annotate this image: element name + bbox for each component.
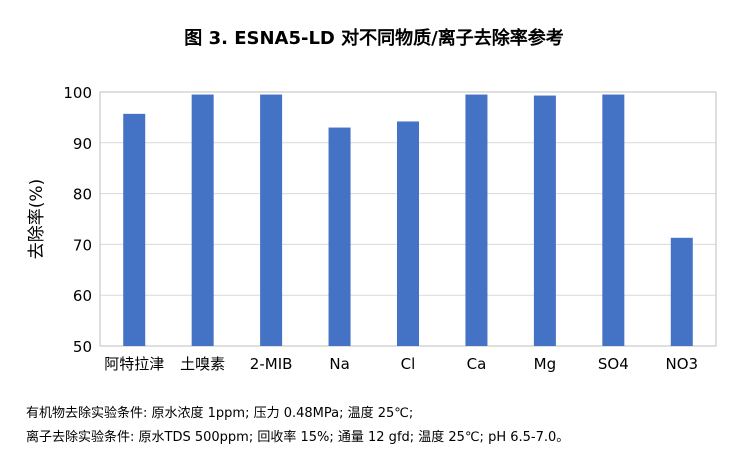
organic-test-conditions: 有机物去除实验条件: 原水浓度 1ppm; 压力 0.48MPa; 温度 25℃… [26,406,414,421]
chart-title: 图 3. ESNA5-LD 对不同物质/离子去除率参考 [184,28,564,49]
bar-Ca [465,94,488,346]
experiment-notes: 有机物去除实验条件: 原水浓度 1ppm; 压力 0.48MPa; 温度 25℃… [26,402,569,450]
y-tick-label: 60 [73,287,92,305]
ion-test-conditions: 离子去除实验条件: 原水TDS 500ppm; 回收率 15%; 通量 12 g… [26,430,570,445]
x-tick-label: NO3 [665,355,698,373]
bar-土嗅素 [191,94,214,346]
x-tick-label: 阿特拉津 [104,355,164,373]
bar-2-MIB [260,94,283,346]
y-axis-label: 去除率(%) [27,179,47,259]
bars [123,94,693,347]
y-tick-label: 70 [73,236,92,254]
bar-Cl [397,121,419,347]
x-tick-label: Ca [467,355,487,373]
y-tick-label: 100 [63,84,92,102]
bar-SO4 [602,94,625,346]
bar-Mg [533,95,556,346]
bar-Na [328,127,351,346]
x-tick-label: SO4 [598,355,629,373]
y-tick-labels: 50 60 70 80 90 100 [63,84,92,356]
bar-chart: 50 60 70 80 90 100 阿特拉津 土嗅素 2-MIB Na Cl Ca Mg SO4 NO3… [27,84,717,373]
x-tick-label: Cl [401,355,416,373]
y-tick-label: 90 [73,135,92,153]
x-tick-label: Na [329,355,349,373]
x-tick-label: 土嗅素 [180,355,225,373]
y-tick-label: 50 [73,338,92,356]
x-tick-labels: 阿特拉津 土嗅素 2-MIB Na Cl Ca Mg SO4 NO3 [104,355,698,373]
y-tick-label: 80 [73,186,92,204]
bar-NO3 [670,237,693,346]
bar-阿特拉津 [123,113,146,347]
x-tick-label: 2-MIB [250,355,293,373]
x-tick-label: Mg [534,355,556,373]
